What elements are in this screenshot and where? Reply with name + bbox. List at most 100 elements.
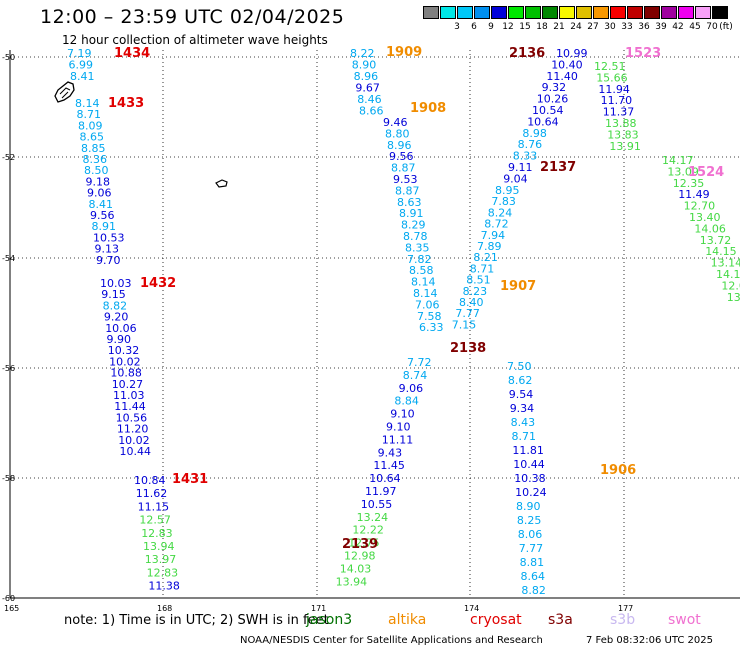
wave-height-value: 8.35 [405, 241, 430, 254]
wave-height-value: 7.82 [407, 253, 432, 266]
wave-height-value: 9.13 [95, 243, 120, 256]
wave-height-value: 7.89 [477, 240, 502, 253]
wave-height-value: 8.14 [75, 97, 100, 110]
pass-id-label: 1523 [625, 46, 661, 61]
color-bin-swatch [678, 6, 694, 19]
wave-height-value: 13 [727, 291, 740, 304]
latitude-label: -58 [2, 474, 15, 483]
wave-height-value: 10.84 [134, 474, 166, 487]
satellite-legend-jason3: jason3 [306, 612, 353, 628]
latitude-label: -54 [2, 254, 15, 263]
color-bin-label: 70 [706, 22, 718, 32]
wave-height-value: 9.53 [393, 173, 418, 186]
wave-height-value: 8.23 [463, 285, 488, 298]
wave-height-value: 10.64 [369, 472, 401, 485]
wave-height-value: 9.46 [383, 116, 408, 129]
auckland-islands-detail [59, 87, 71, 99]
auckland-islands-shape [54, 81, 75, 103]
color-bin-swatch [559, 6, 575, 19]
wave-height-value: 13.40 [689, 211, 721, 224]
wave-height-value: 14.15 [705, 245, 737, 258]
longitude-label: 174 [464, 604, 479, 613]
wave-height-value: 10.02 [109, 355, 141, 368]
altimeter-pass-1431: 10.8411.6211.1512.5712.8313.9413.9712.83… [134, 472, 208, 593]
altimeter-pass-1432: 10.039.158.829.2010.069.9010.3210.0210.8… [100, 276, 176, 458]
altimeter-pass-2139: 2139 [342, 537, 378, 552]
wave-height-value: 8.06 [518, 528, 543, 541]
wave-height-value: 7.15 [452, 318, 477, 331]
wave-height-value: 9.11 [508, 161, 533, 174]
wave-height-value: 8.51 [466, 274, 491, 287]
color-bin-swatch [440, 6, 456, 19]
altimeter-pass-1433: 8.148.718.098.658.858.368.509.189.068.41… [75, 96, 144, 267]
wave-height-value: 11.03 [113, 389, 145, 402]
color-bin-label: 18 [536, 22, 548, 32]
wave-height-value: 8.72 [484, 218, 509, 231]
color-bin-swatch [576, 6, 592, 19]
pass-id-label: 2136 [509, 46, 545, 61]
wave-height-value: 13.91 [609, 140, 641, 153]
wave-height-value: 11.45 [373, 459, 405, 472]
altimeter-tracks: 7.196.998.4114348.148.718.098.658.858.36… [67, 45, 740, 597]
wave-height-value: 8.24 [488, 206, 513, 219]
wave-height-value: 12.75 [348, 537, 380, 550]
wave-height-value: 12.70 [684, 200, 716, 213]
wave-height-value: 9.43 [378, 446, 403, 459]
wave-height-value: 8.71 [512, 430, 537, 443]
wave-height-value: 10.06 [105, 322, 137, 335]
wave-height-value: 11.97 [365, 485, 397, 498]
wave-height-value: 11.70 [601, 94, 633, 107]
wave-height-value: 13.97 [145, 553, 177, 566]
latitude-label: -50 [2, 53, 15, 62]
wave-height-value: 8.76 [518, 138, 543, 151]
wave-height-value: 12.57 [139, 514, 171, 527]
wave-height-value: 12.83 [141, 527, 173, 540]
wave-height-value: 14.06 [694, 222, 726, 235]
altimeter-pass-2137: 8.957.838.248.727.947.898.218.718.518.23… [452, 160, 576, 331]
wave-height-value: 10.54 [532, 104, 564, 117]
wave-height-value: 9.15 [101, 288, 126, 301]
wave-height-value: 9.20 [104, 311, 128, 324]
wave-height-value: 8.14 [413, 287, 438, 300]
color-bin-swatch [695, 6, 711, 19]
wave-height-value: 12.51 [594, 60, 626, 73]
wave-height-value: 13.14 [711, 257, 740, 270]
altimeter-pass-1907: 7.508.629.549.348.438.7111.8110.4410.381… [500, 279, 547, 597]
satellite-legend-cryosat: cryosat [470, 612, 522, 628]
wave-height-value: 10.53 [93, 231, 125, 244]
pass-id-label: 1908 [410, 101, 446, 116]
wave-height-value: 9.67 [355, 82, 380, 95]
wave-height-value: 8.91 [399, 207, 424, 220]
wave-height-value: 8.96 [387, 139, 412, 152]
map-grid [9, 50, 740, 599]
color-bin-swatch [508, 6, 524, 19]
color-bin-swatch [491, 6, 507, 19]
wave-height-value: 7.72 [407, 356, 432, 369]
wave-height-value: 9.10 [386, 421, 411, 434]
wave-height-value: 10.32 [108, 344, 140, 357]
wave-height-value: 8.82 [521, 584, 546, 597]
generation-timestamp: 7 Feb 08:32:06 UTC 2025 [586, 635, 713, 646]
wave-height-value: 9.56 [389, 150, 414, 163]
wave-height-value: 10.55 [361, 498, 393, 511]
wave-height-value: 11.40 [546, 70, 578, 83]
wave-height-value: 7.94 [481, 229, 506, 242]
wave-height-value: 8.84 [394, 395, 419, 408]
wave-height-value: 14.03 [340, 562, 372, 575]
wave-height-value: 8.78 [403, 230, 428, 243]
wave-height-value: 10.64 [527, 115, 559, 128]
wave-height-value: 11.94 [598, 83, 630, 96]
footnote: note: 1) Time is in UTC; 2) SWH is in fe… [64, 613, 329, 628]
wave-height-value: 10.27 [112, 378, 144, 391]
wave-height-value: 8.58 [409, 264, 434, 277]
wave-height-value: 11.15 [138, 500, 170, 513]
wave-height-value: 11.20 [117, 423, 148, 436]
pass-id-label: 1524 [688, 165, 724, 180]
wave-height-value: 8.14 [411, 276, 436, 289]
color-bin-swatch [627, 6, 643, 19]
wave-height-value: 10.03 [100, 277, 132, 290]
wave-height-value: 7.77 [455, 307, 480, 320]
color-bin-label: 15 [519, 22, 531, 32]
wave-height-value: 10.02 [118, 434, 150, 447]
wave-height-value: 11.11 [382, 433, 414, 446]
